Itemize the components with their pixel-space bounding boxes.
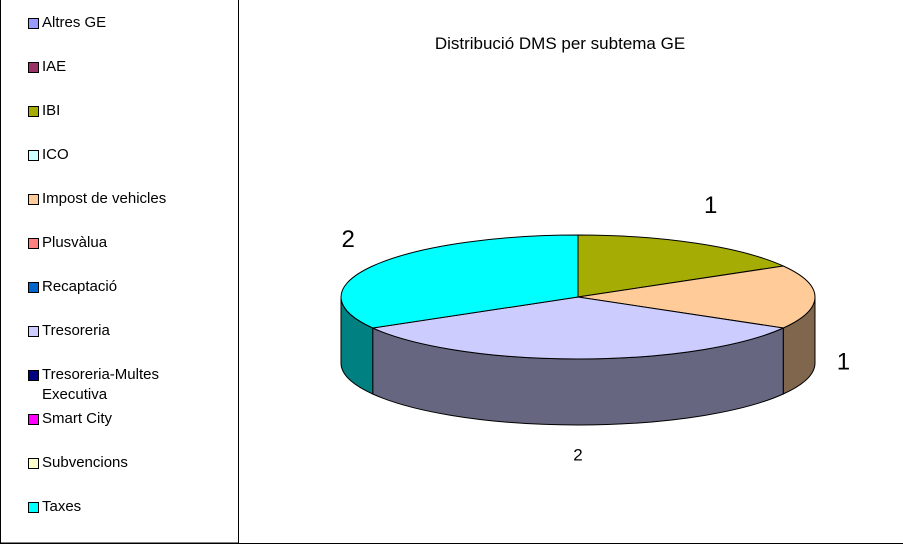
legend-item: Tresoreria-Multes Executiva bbox=[28, 365, 217, 405]
legend-item: Smart City bbox=[28, 409, 112, 429]
legend-item: Tresoreria bbox=[28, 321, 110, 341]
legend-item: Subvencions bbox=[28, 453, 128, 473]
legend-swatch bbox=[28, 150, 39, 161]
slice bbox=[371, 296, 785, 360]
legend-swatch bbox=[28, 414, 39, 425]
legend-swatch bbox=[28, 458, 39, 469]
legend-item: Plusvàlua bbox=[28, 233, 107, 253]
legend-label: Impost de vehicles bbox=[42, 190, 167, 207]
data-label: 1 bbox=[704, 192, 717, 219]
legend-label: Recaptació bbox=[42, 278, 118, 295]
legend-label: IBI bbox=[42, 102, 61, 119]
legend-swatch bbox=[28, 62, 39, 73]
legend-item: ICO bbox=[28, 145, 69, 165]
legend-label: Subvencions bbox=[42, 454, 128, 471]
legend-label: Tresoreria bbox=[42, 322, 110, 339]
slice bbox=[577, 234, 785, 298]
legend-swatch bbox=[28, 370, 39, 381]
legend-item: Taxes bbox=[28, 497, 81, 517]
slice bbox=[340, 234, 579, 329]
legend-label: Plusvàlua bbox=[42, 234, 108, 251]
legend-item: IAE bbox=[28, 57, 66, 77]
data-label: 2 bbox=[341, 226, 354, 253]
legend-swatch bbox=[28, 282, 39, 293]
legend-swatch bbox=[28, 18, 39, 29]
legend-label: ICO bbox=[42, 146, 69, 163]
legend-item: IBI bbox=[28, 101, 60, 121]
data-label: 2 bbox=[573, 445, 582, 464]
legend-item: Recaptació bbox=[28, 277, 117, 297]
legend-swatch bbox=[28, 502, 39, 513]
legend-swatch bbox=[28, 106, 39, 117]
legend-label: Tresoreria-Multes Executiva bbox=[42, 366, 159, 403]
data-label: 1 bbox=[837, 348, 850, 375]
legend-label: Altres GE bbox=[42, 14, 107, 31]
legend-label: Smart City bbox=[42, 410, 113, 427]
legend-label: Taxes bbox=[42, 498, 82, 515]
legend-swatch bbox=[28, 194, 39, 205]
chart-title: Distribució DMS per subtema GE bbox=[435, 34, 685, 53]
legend-item: Altres GE bbox=[28, 13, 106, 33]
legend-label: IAE bbox=[42, 58, 67, 75]
legend-swatch bbox=[28, 238, 39, 249]
legend-swatch bbox=[28, 326, 39, 337]
slice bbox=[577, 265, 816, 329]
legend-item: Impost de vehicles bbox=[28, 189, 166, 209]
